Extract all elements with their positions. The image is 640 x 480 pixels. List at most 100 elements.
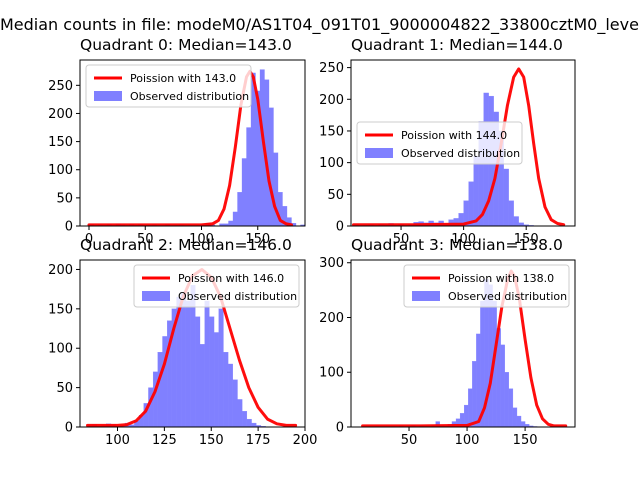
axes-frame [350, 59, 576, 227]
axes-frame [350, 259, 576, 428]
histogram-bar [199, 344, 205, 428]
y-tick-label: 0 [65, 421, 73, 436]
x-tick-label: 50 [393, 232, 410, 247]
x-tick-label: 150 [199, 433, 224, 448]
histogram-bar [152, 371, 158, 428]
x-tick-label: 150 [514, 232, 539, 247]
histogram-bar [228, 220, 234, 227]
legend-hist-swatch [142, 291, 170, 301]
histogram-bar [520, 421, 526, 428]
histogram-bar [468, 388, 473, 428]
histogram-bar [204, 300, 210, 428]
legend: Poission with 138.0 Observed distribution [403, 264, 570, 308]
axes-frame [79, 259, 306, 428]
histogram-bar [472, 361, 477, 428]
panel-title: Quadrant 0: Median=143.0 [80, 36, 292, 54]
histogram-bar [512, 407, 518, 428]
histogram-bar [246, 418, 252, 428]
x-tick-label: 150 [513, 433, 538, 448]
y-tick-label: 100 [48, 163, 73, 178]
legend-hist-swatch [94, 91, 122, 101]
x-tick-label: 125 [152, 433, 177, 448]
legend-box [356, 121, 523, 165]
legend: Poission with 143.0 Observed distribution [85, 64, 252, 108]
histogram-bar [223, 352, 229, 428]
poisson-curve [87, 69, 293, 227]
x-tick-label: 200 [293, 433, 318, 448]
x-tick-label: 100 [451, 232, 476, 247]
histogram-bar [508, 388, 514, 428]
y-tick-label: 0 [336, 421, 344, 436]
panel-title: Quadrant 1: Median=144.0 [351, 36, 563, 54]
x-tick-label: 100 [105, 433, 130, 448]
legend-hist-swatch [412, 291, 440, 301]
quadrant-2-plot: Quadrant 2: Median=146.0 100 125 150 175 200 0… [48, 236, 317, 448]
histogram-bar [516, 415, 522, 428]
x-tick-label: 100 [455, 433, 480, 448]
histogram-bar [268, 107, 274, 227]
y-tick-label: 0 [336, 220, 344, 235]
x-tick-label: 50 [137, 232, 154, 247]
histogram-bar [195, 316, 201, 428]
legend-hist-label: Observed distribution [401, 147, 520, 160]
histogram-bar [242, 411, 248, 428]
poisson-curve [352, 67, 566, 227]
legend-box [403, 264, 570, 308]
x-tick-label: 50 [401, 433, 418, 448]
quadrant-0-plot: Quadrant 0: Median=143.0 0 50 100 150 0 50 100 1… [48, 36, 306, 247]
histogram-bar [213, 332, 219, 428]
y-tick-label: 150 [48, 135, 73, 150]
legend-hist-label: Observed distribution [448, 290, 567, 303]
histogram-bar [251, 422, 257, 428]
histogram-bar [500, 344, 505, 428]
histogram-bar [250, 72, 256, 227]
panel-title: Quadrant 3: Median=138.0 [351, 236, 563, 254]
legend-poisson-label: Poission with 146.0 [178, 272, 284, 285]
y-tick-label: 100 [48, 342, 73, 357]
legend-poisson-label: Poission with 144.0 [401, 129, 507, 142]
histogram-bar [162, 336, 168, 428]
panel-title: Quadrant 2: Median=146.0 [80, 236, 292, 254]
legend-poisson-label: Poission with 138.0 [448, 272, 554, 285]
y-tick-label: 300 [319, 256, 344, 271]
y-tick-label: 50 [56, 191, 73, 206]
histogram-bar [473, 156, 479, 227]
histogram-bar [468, 181, 474, 227]
histogram-bar [508, 200, 514, 227]
y-tick-label: 200 [48, 107, 73, 122]
x-tick-label: 100 [189, 232, 214, 247]
y-tick-label: 100 [319, 366, 344, 381]
legend-hist-label: Observed distribution [178, 290, 297, 303]
legend: Poission with 144.0 Observed distribution [356, 121, 523, 165]
suptitle: Median counts in file: modeM0/AS1T04_091… [0, 15, 640, 35]
x-tick-label: 175 [246, 433, 271, 448]
y-tick-label: 150 [319, 124, 344, 139]
histogram-bar [246, 127, 252, 227]
quadrant-1-plot: Quadrant 1: Median=144.0 50 100 150 0 50 100 15… [319, 36, 576, 247]
y-tick-label: 0 [65, 220, 73, 235]
legend-hist-label: Observed distribution [130, 90, 249, 103]
histogram-bar [476, 333, 481, 428]
legend: Poission with 146.0 Observed distribution [133, 264, 300, 308]
legend-hist-swatch [365, 148, 393, 158]
y-tick-label: 50 [56, 381, 73, 396]
y-tick-label: 250 [319, 61, 344, 76]
histogram-bar [185, 300, 191, 428]
y-tick-label: 250 [48, 79, 73, 94]
histogram-bar [232, 379, 238, 428]
histogram-bar [241, 158, 247, 227]
legend-box [133, 264, 300, 308]
y-tick-label: 150 [48, 302, 73, 317]
y-tick-label: 200 [319, 311, 344, 326]
histogram-bar [503, 168, 509, 227]
histogram-bar [513, 216, 519, 227]
y-tick-label: 50 [327, 188, 344, 203]
y-tick-label: 200 [48, 263, 73, 278]
histogram-bar [237, 399, 243, 428]
x-tick-label: 0 [85, 232, 93, 247]
histogram-bar [504, 372, 509, 428]
histogram-bar [209, 316, 215, 428]
axes-frame [79, 59, 306, 227]
histogram-bar [181, 292, 187, 428]
